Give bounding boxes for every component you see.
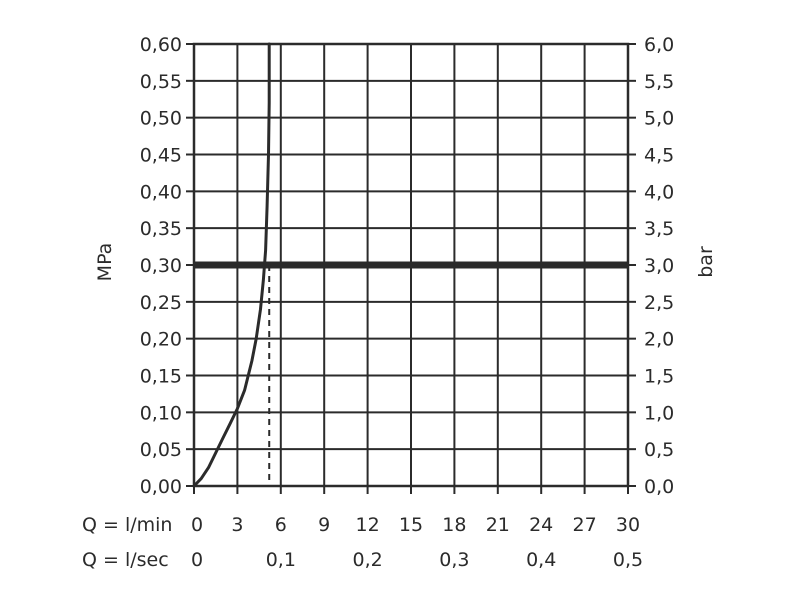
y-tick-label-left: 0,35 xyxy=(140,218,182,240)
x-tick-label-lmin: 3 xyxy=(231,514,243,536)
x-tick-label-lmin: 15 xyxy=(399,514,423,536)
x-tick-label-lsec: 0,2 xyxy=(352,549,382,571)
x-row-label-lmin: Q = l/min xyxy=(82,514,172,536)
y-axis-left-title: MPa xyxy=(94,243,116,282)
grid xyxy=(186,42,636,494)
x-tick-label-lmin: 21 xyxy=(486,514,510,536)
y-tick-label-left: 0,20 xyxy=(140,329,182,351)
y-tick-label-left: 0,45 xyxy=(140,145,182,167)
y-tick-label-right: 2,5 xyxy=(644,292,674,314)
y-tick-label-right: 5,0 xyxy=(644,108,674,130)
x-tick-label-lsec: 0,3 xyxy=(439,549,469,571)
y-tick-label-right: 3,5 xyxy=(644,218,674,240)
x-tick-label-lsec: 0,5 xyxy=(613,549,643,571)
y-tick-label-left: 0,40 xyxy=(140,181,182,203)
chart-marks xyxy=(192,42,628,488)
y-tick-label-right: 1,5 xyxy=(644,366,674,388)
y-tick-label-right: 0,0 xyxy=(644,476,674,498)
y-tick-label-left: 0,60 xyxy=(140,34,182,56)
y-tick-label-left: 0,15 xyxy=(140,366,182,388)
flow-curve xyxy=(192,42,271,488)
y-tick-label-right: 0,5 xyxy=(644,439,674,461)
x-tick-label-lmin: 18 xyxy=(442,514,466,536)
x-tick-label-lmin: 6 xyxy=(275,514,287,536)
y-tick-label-left: 0,30 xyxy=(140,255,182,277)
y-tick-label-right: 2,0 xyxy=(644,329,674,351)
y-tick-label-right: 3,0 xyxy=(644,255,674,277)
y-tick-label-right: 6,0 xyxy=(644,34,674,56)
tick-labels: 0,000,050,100,150,200,250,300,350,400,45… xyxy=(140,34,675,571)
x-tick-label-lmin: 30 xyxy=(616,514,640,536)
y-tick-label-right: 1,0 xyxy=(644,402,674,424)
x-tick-label-lmin: 27 xyxy=(573,514,597,536)
y-axis-right-title: bar xyxy=(695,246,717,278)
y-tick-label-left: 0,05 xyxy=(140,439,182,461)
x-tick-label-lsec: 0 xyxy=(191,549,203,571)
y-tick-label-left: 0,10 xyxy=(140,402,182,424)
x-tick-label-lmin: 9 xyxy=(318,514,330,536)
x-row-label-lsec: Q = l/sec xyxy=(82,549,169,571)
x-tick-label-lmin: 12 xyxy=(356,514,380,536)
y-tick-label-left: 0,00 xyxy=(140,476,182,498)
y-tick-label-right: 5,5 xyxy=(644,71,674,93)
x-tick-label-lsec: 0,1 xyxy=(266,549,296,571)
y-tick-label-left: 0,50 xyxy=(140,108,182,130)
y-tick-label-right: 4,5 xyxy=(644,145,674,167)
y-tick-label-left: 0,25 xyxy=(140,292,182,314)
x-tick-label-lsec: 0,4 xyxy=(526,549,556,571)
x-tick-label-lmin: 24 xyxy=(529,514,553,536)
y-tick-label-left: 0,55 xyxy=(140,71,182,93)
x-tick-label-lmin: 0 xyxy=(191,514,203,536)
y-tick-label-right: 4,0 xyxy=(644,181,674,203)
